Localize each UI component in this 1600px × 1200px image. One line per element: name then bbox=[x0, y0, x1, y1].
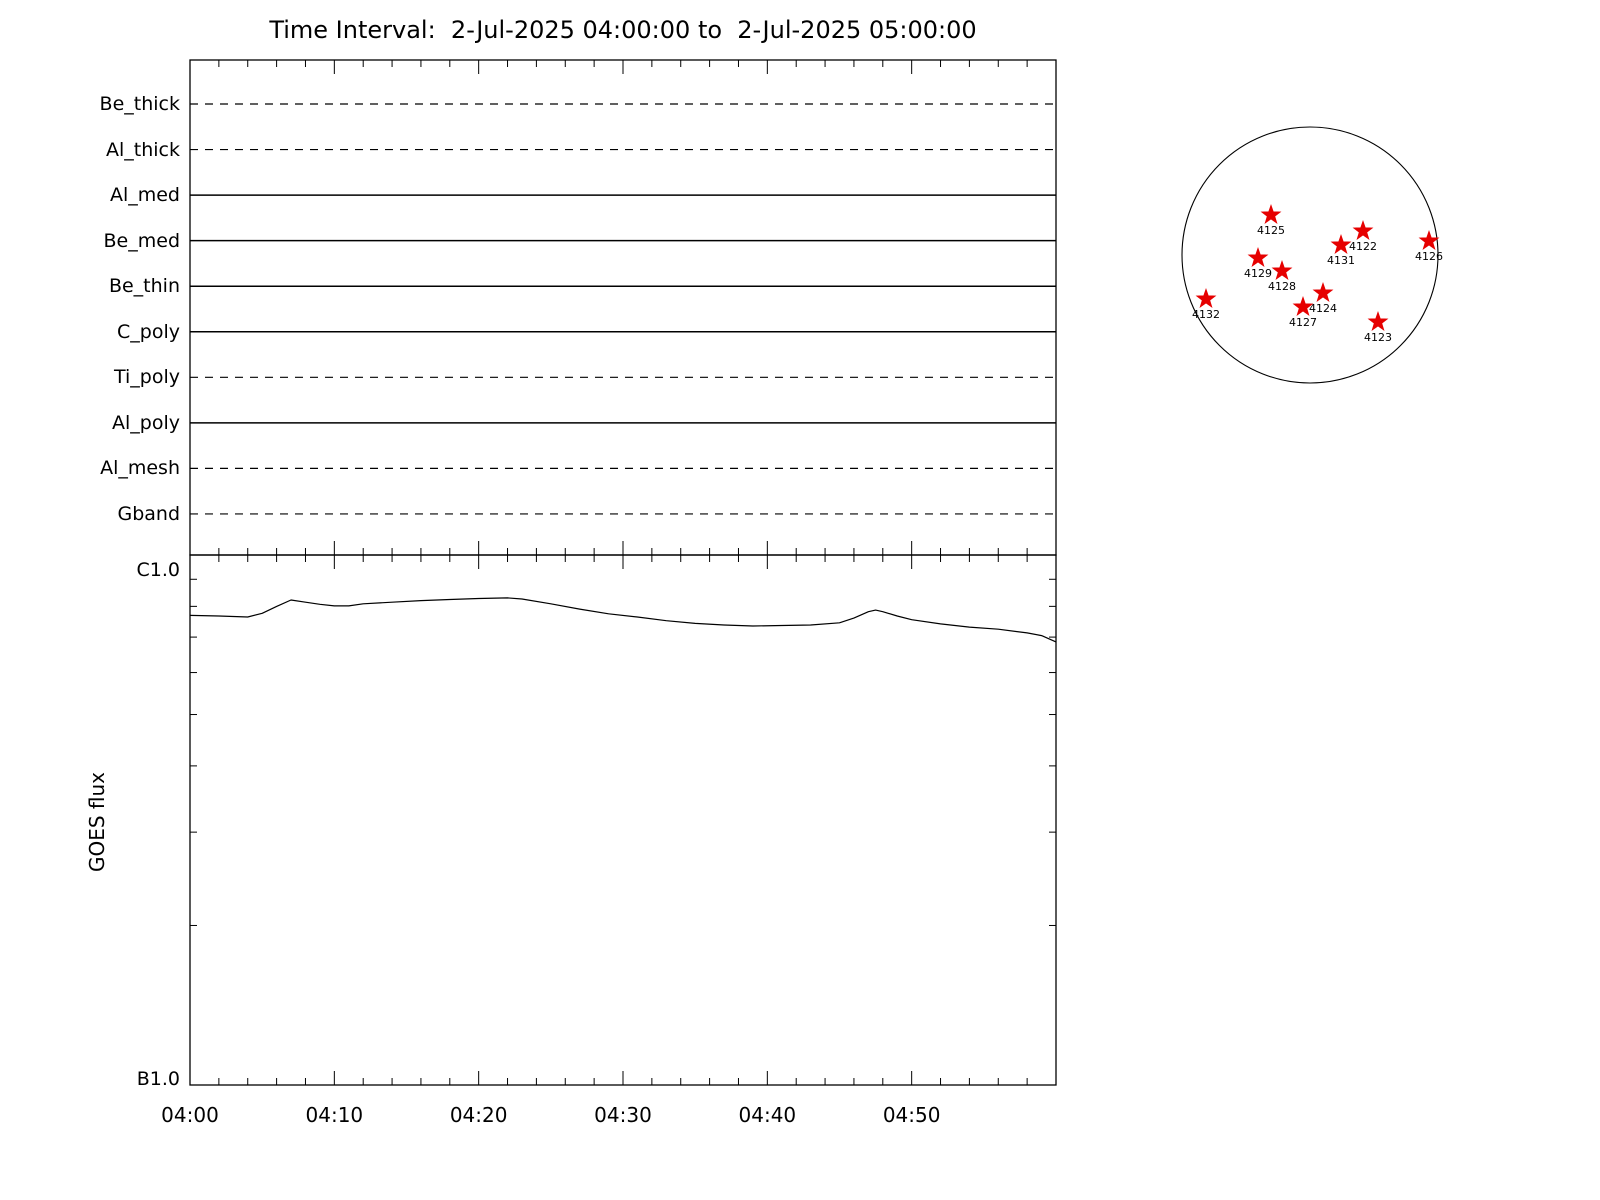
goes-flux-line bbox=[189, 597, 1057, 643]
filter-label-Be_med: Be_med bbox=[103, 229, 180, 252]
active-region-label-4126: 4126 bbox=[1415, 250, 1443, 263]
x-tick-label-04:30: 04:30 bbox=[594, 1103, 652, 1127]
x-tick-label-04:10: 04:10 bbox=[305, 1103, 364, 1127]
active-region-label-4125: 4125 bbox=[1257, 224, 1285, 237]
x-tick-label-04:40: 04:40 bbox=[738, 1103, 797, 1127]
filter-label-C_poly: C_poly bbox=[117, 320, 180, 343]
goes-panel-border bbox=[189, 554, 1057, 1086]
filter-label-Al_thick: Al_thick bbox=[106, 138, 180, 161]
active-region-star-4127 bbox=[1292, 295, 1314, 316]
x-tick-label-04:50: 04:50 bbox=[882, 1103, 941, 1127]
filter-label-Be_thin: Be_thin bbox=[108, 275, 180, 298]
filter-label-Al_med: Al_med bbox=[109, 184, 180, 207]
filter-label-Al_poly: Al_poly bbox=[112, 411, 180, 434]
active-region-label-4132: 4132 bbox=[1192, 308, 1220, 321]
active-region-star-4131 bbox=[1330, 233, 1352, 254]
solar-disk bbox=[1181, 126, 1439, 384]
filter-label-Ti_poly: Ti_poly bbox=[113, 366, 180, 389]
active-region-star-4129 bbox=[1247, 246, 1269, 267]
filter-label-Gband: Gband bbox=[117, 502, 180, 525]
active-region-label-4127: 4127 bbox=[1289, 316, 1317, 329]
page-title: Time Interval: 2-Jul-2025 04:00:00 to 2-… bbox=[269, 16, 977, 44]
x-tick-label-04:00: 04:00 bbox=[161, 1103, 219, 1127]
filter-label-Be_thick: Be_thick bbox=[99, 93, 180, 115]
goes-y-bottom-label: B1.0 bbox=[136, 1068, 180, 1090]
goes-flux-axis-label: GOES flux bbox=[85, 771, 109, 873]
active-region-star-4128 bbox=[1271, 259, 1293, 280]
active-region-star-4132 bbox=[1195, 287, 1217, 308]
active-region-label-4128: 4128 bbox=[1268, 280, 1296, 293]
active-region-label-4123: 4123 bbox=[1364, 331, 1392, 344]
active-region-star-4123 bbox=[1367, 310, 1389, 331]
active-region-star-4125 bbox=[1260, 203, 1282, 224]
x-tick-label-04:20: 04:20 bbox=[449, 1103, 508, 1127]
active-region-star-4122 bbox=[1352, 219, 1374, 240]
active-region-label-4129: 4129 bbox=[1244, 267, 1272, 280]
active-region-label-4131: 4131 bbox=[1327, 254, 1355, 267]
active-region-star-4126 bbox=[1418, 229, 1440, 250]
active-region-label-4122: 4122 bbox=[1349, 240, 1377, 253]
active-region-star-4124 bbox=[1312, 281, 1334, 302]
active-region-label-4124: 4124 bbox=[1309, 302, 1337, 315]
goes-y-top-label: C1.0 bbox=[136, 559, 180, 581]
filter-label-Al_mesh: Al_mesh bbox=[100, 457, 180, 480]
filter-panel-border bbox=[189, 59, 1057, 556]
